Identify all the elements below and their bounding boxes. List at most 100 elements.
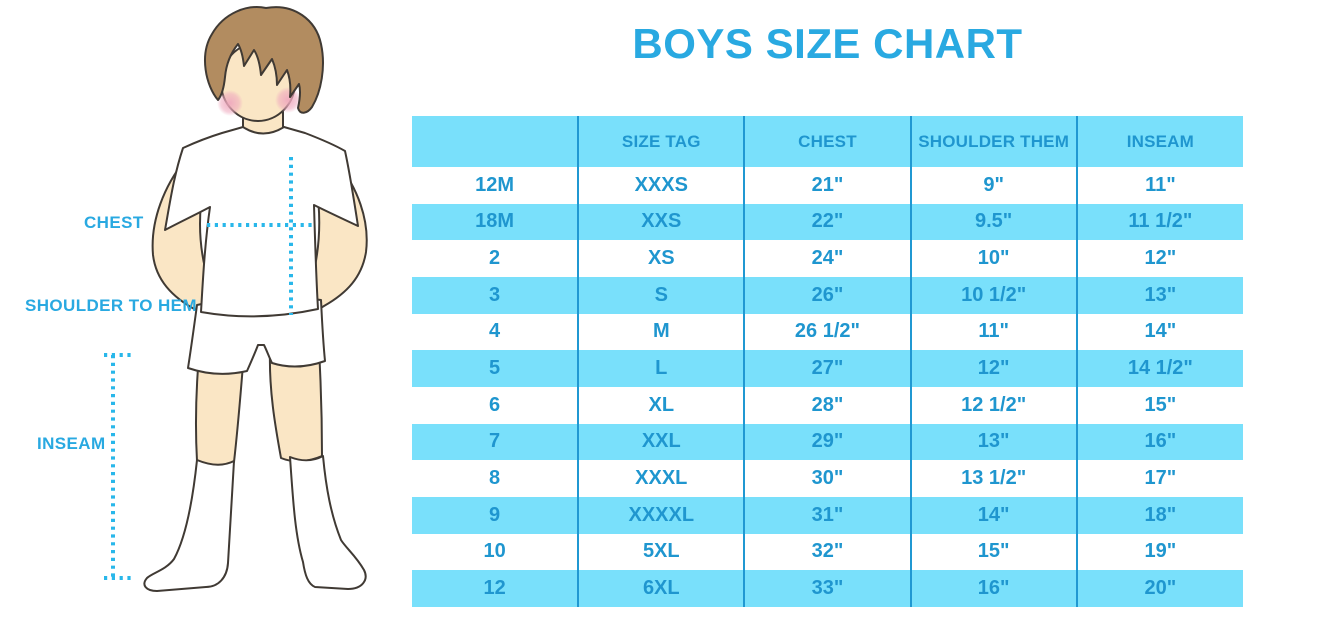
table-row: 7 XXL 29" 13" 16" xyxy=(412,423,1243,461)
size-cell: 18M xyxy=(412,203,579,241)
table-row: 8 XXXL 30" 13 1/2" 17" xyxy=(412,460,1243,497)
shoulder-hem-cell: 9" xyxy=(909,167,1077,204)
inseam-cell: 20" xyxy=(1075,570,1243,607)
boy-left-leg xyxy=(194,351,245,467)
shoulder-hem-cell: 11" xyxy=(909,313,1077,351)
chest-cell: 26 1/2" xyxy=(743,313,911,351)
chest-cell: 27" xyxy=(743,350,911,387)
size-cell: 10 xyxy=(483,540,506,563)
inseam-cell: 14" xyxy=(1075,313,1243,351)
size-tag-cell: 6XL xyxy=(577,570,745,607)
chest-cell: 33" xyxy=(743,570,911,607)
header-cell-chest: CHEST xyxy=(743,116,911,167)
inseam-cell: 14 1/2" xyxy=(1075,350,1243,387)
shoulder-hem-cell: 12 1/2" xyxy=(909,386,1077,424)
table-body: 12M XXXS 21" 9" 11" 18M XXS 22" 9.5" 11 … xyxy=(412,167,1243,607)
size-tag-cell: M xyxy=(577,313,745,351)
boy-left-sock xyxy=(143,459,235,592)
shoulder-hem-cell: 9.5" xyxy=(909,203,1077,241)
size-tag-cell: XXS xyxy=(577,203,745,241)
size-tag-cell: 5XL xyxy=(577,533,745,571)
chest-cell: 32" xyxy=(743,533,911,571)
inseam-cell: 11 1/2" xyxy=(1075,203,1243,241)
inseam-cell: 11" xyxy=(1075,167,1243,204)
size-cell: 7 xyxy=(412,423,579,461)
size-cell: 12 xyxy=(412,570,579,607)
boy-neck xyxy=(242,103,284,137)
inseam-cell: 19" xyxy=(1075,533,1243,571)
table-header-row: SIZE TAG CHEST SHOULDER THEM INSEAM xyxy=(412,116,1243,167)
size-chart-table: SIZE TAG CHEST SHOULDER THEM INSEAM 12M … xyxy=(412,116,1243,607)
inseam-cell: 12" xyxy=(1075,240,1243,277)
shoulder-hem-cell: 10 1/2" xyxy=(909,276,1077,314)
chest-cell: 26" xyxy=(743,276,911,314)
inseam-cell: 13" xyxy=(1075,276,1243,314)
chest-cell: 31" xyxy=(743,496,911,534)
size-tag-cell: S xyxy=(577,276,745,314)
boy-right-leg xyxy=(268,349,323,463)
inseam-cell: 17" xyxy=(1075,460,1243,497)
size-tag-cell: XXXS xyxy=(577,167,745,204)
table-header: SIZE TAG CHEST SHOULDER THEM INSEAM xyxy=(412,116,1243,167)
shoulder-hem-cell: 13 1/2" xyxy=(909,460,1077,497)
boy-face xyxy=(220,42,296,122)
table-row: 6 XL 28" 12 1/2" 15" xyxy=(412,386,1243,424)
chest-cell: 24" xyxy=(743,240,911,277)
size-tag-cell: XL xyxy=(577,386,745,424)
boy-right-arm xyxy=(305,161,368,318)
size-tag-cell: XXXL xyxy=(577,460,745,497)
chest-measure-label: CHEST xyxy=(84,213,144,232)
size-cell: 4 xyxy=(489,320,501,343)
table-row: 2 XS 24" 10" 12" xyxy=(412,240,1243,277)
boy-cheek-left xyxy=(217,90,243,116)
table-row: 5 L 27" 12" 14 1/2" xyxy=(412,350,1243,387)
shoulder-hem-cell: 15" xyxy=(909,533,1077,571)
chest-cell: 29" xyxy=(743,423,911,461)
shoulder-to-hem-measure-label: SHOULDER TO HEM xyxy=(25,296,197,315)
size-cell: 3 xyxy=(412,276,579,314)
shoulder-hem-cell: 13" xyxy=(909,423,1077,461)
boy-shorts xyxy=(187,295,326,375)
size-cell: 12M xyxy=(475,173,515,196)
header-cell-rowlabel xyxy=(412,116,579,167)
size-cell: 9 xyxy=(412,496,579,534)
shoulder-hem-cell: 14" xyxy=(909,496,1077,534)
size-tag-cell: XXXXL xyxy=(577,496,745,534)
header-cell-shoulder-hem: SHOULDER THEM xyxy=(909,116,1077,167)
size-cell: 2 xyxy=(489,247,501,270)
table-row: 12 6XL 33" 16" 20" xyxy=(412,570,1243,607)
inseam-cell: 16" xyxy=(1075,423,1243,461)
shoulder-hem-cell: 10" xyxy=(909,240,1077,277)
size-tag-cell: XXL xyxy=(577,423,745,461)
chest-cell: 22" xyxy=(743,203,911,241)
boy-hair xyxy=(204,6,324,114)
inseam-cell: 15" xyxy=(1075,386,1243,424)
chest-cell: 30" xyxy=(743,460,911,497)
size-tag-cell: XS xyxy=(577,240,745,277)
size-cell: 5 xyxy=(412,350,579,387)
header-cell-size-tag: SIZE TAG xyxy=(577,116,745,167)
inseam-cell: 18" xyxy=(1075,496,1243,534)
inseam-dotted-line xyxy=(104,353,131,580)
table-row: 3 S 26" 10 1/2" 13" xyxy=(412,276,1243,314)
table-row: 10 5XL 32" 15" 19" xyxy=(412,533,1243,571)
boy-measurement-illustration xyxy=(104,6,368,592)
shoulder-hem-cell: 16" xyxy=(909,570,1077,607)
table-row: 12M XXXS 21" 9" 11" xyxy=(412,167,1243,204)
boy-right-sock xyxy=(289,455,367,590)
size-tag-cell: L xyxy=(577,350,745,387)
header-cell-inseam: INSEAM xyxy=(1075,116,1243,167)
page-title: BOYS SIZE CHART xyxy=(632,20,1023,67)
table-row: 18M XXS 22" 9.5" 11 1/2" xyxy=(412,203,1243,241)
inseam-measure-label: INSEAM xyxy=(37,434,106,453)
size-cell: 8 xyxy=(489,467,501,490)
chest-cell: 28" xyxy=(743,386,911,424)
shoulder-hem-cell: 12" xyxy=(909,350,1077,387)
size-cell: 6 xyxy=(489,393,501,416)
table-row: 4 M 26 1/2" 11" 14" xyxy=(412,313,1243,351)
chest-cell: 21" xyxy=(743,167,911,204)
table-row: 9 XXXXL 31" 14" 18" xyxy=(412,496,1243,534)
boy-tshirt xyxy=(164,126,359,318)
boy-cheek-right xyxy=(275,87,301,113)
